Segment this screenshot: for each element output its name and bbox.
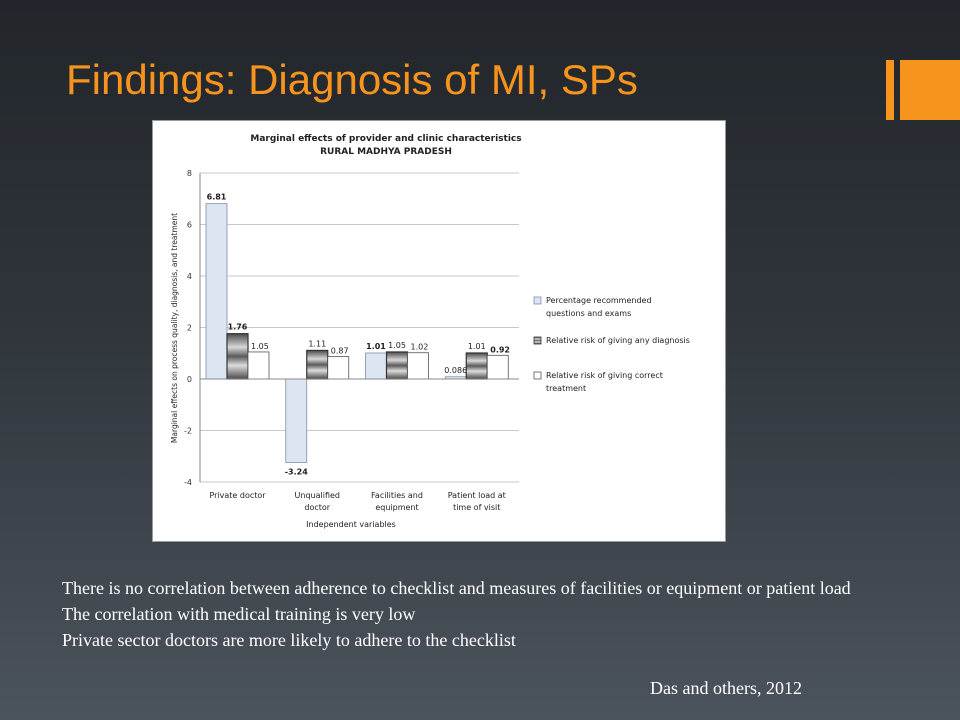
bar	[285, 378, 308, 463]
data-label: 1.76	[228, 323, 248, 332]
category-label: time of visit	[453, 503, 500, 512]
category-label: Patient load at	[448, 491, 506, 500]
chart-title: Marginal effects of provider and clinic …	[250, 134, 521, 144]
legend-swatch	[533, 371, 542, 380]
y-tick-label: 8	[187, 169, 192, 178]
data-label: 1.05	[251, 342, 269, 351]
finding-line-3: Private sector doctors are more likely t…	[62, 630, 516, 650]
legend-label: Relative risk of giving correct	[546, 371, 663, 380]
data-label: 1.05	[388, 341, 406, 350]
bar	[226, 333, 249, 380]
citation: Das and others, 2012	[650, 678, 802, 698]
legend-label: questions and exams	[546, 309, 631, 318]
bar	[365, 352, 387, 380]
bar	[327, 356, 350, 380]
finding-line-1: There is no correlation between adherenc…	[62, 578, 851, 598]
accent-bar	[886, 60, 894, 120]
legend-label: Relative risk of giving any diagnosis	[546, 336, 690, 345]
data-label: 1.11	[308, 339, 326, 348]
data-label: 1.02	[411, 343, 429, 352]
data-label: -3.24	[285, 467, 308, 476]
category-label: equipment	[375, 503, 418, 512]
y-tick-label: -2	[184, 427, 192, 436]
chart-frame: Marginal effects of provider and clinic …	[152, 120, 726, 542]
y-tick-label: 0	[187, 375, 192, 384]
y-tick-label: -4	[184, 478, 192, 487]
bar	[247, 351, 270, 380]
category-label: Private doctor	[209, 491, 266, 500]
legend-label: treatment	[546, 384, 586, 393]
category-label: doctor	[304, 503, 330, 512]
finding-line-2: The correlation with medical training is…	[62, 604, 416, 624]
x-axis-label: Independent variables	[306, 520, 396, 529]
category-label: Unqualified	[295, 491, 340, 500]
legend-swatch	[533, 296, 542, 305]
accent-block	[900, 60, 960, 120]
data-label: 6.81	[207, 193, 227, 202]
bar	[465, 352, 488, 380]
y-tick-label: 6	[187, 221, 192, 230]
legend-label: Percentage recommended	[546, 296, 652, 305]
bar	[486, 354, 509, 380]
y-tick-label: 4	[187, 272, 192, 281]
legend-swatch	[533, 336, 542, 345]
category-label: Facilities and	[371, 491, 423, 500]
data-label: 0.87	[331, 347, 349, 356]
bar	[385, 351, 409, 380]
chart-subtitle: RURAL MADHYA PRADESH	[320, 147, 452, 157]
data-label: 1.01	[366, 342, 386, 351]
y-tick-label: 2	[187, 324, 192, 333]
bar	[407, 352, 429, 380]
bar-chart: Marginal effects of provider and clinic …	[170, 134, 690, 529]
data-label: 0.086	[444, 366, 467, 375]
slide-title: Findings: Diagnosis of MI, SPs	[66, 56, 638, 103]
data-label: 0.92	[490, 345, 510, 354]
findings-text: There is no correlation between adherenc…	[62, 575, 882, 653]
data-label: 1.01	[468, 342, 486, 351]
bar	[306, 349, 329, 380]
y-axis-label: Marginal effects on process quality, dia…	[170, 213, 179, 443]
bar	[205, 203, 228, 380]
